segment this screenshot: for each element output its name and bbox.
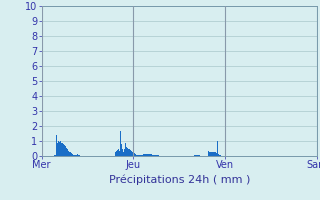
Bar (144, 154, 145, 156)
Bar (134, 153, 135, 156)
Bar (213, 152, 214, 156)
Bar (78, 154, 79, 156)
Bar (135, 154, 136, 156)
Bar (55, 155, 56, 156)
Bar (212, 152, 213, 156)
Bar (119, 151, 120, 156)
Bar (56, 135, 57, 156)
Bar (156, 155, 157, 156)
Bar (57, 142, 58, 156)
Bar (209, 152, 210, 156)
Bar (150, 154, 151, 156)
Bar (155, 155, 156, 156)
Bar (143, 154, 144, 156)
Bar (118, 149, 119, 156)
Bar (116, 151, 117, 156)
Bar (218, 154, 219, 156)
Bar (147, 154, 148, 156)
Bar (217, 141, 218, 156)
Bar (117, 150, 118, 156)
Bar (196, 155, 197, 156)
Bar (216, 153, 217, 156)
Bar (151, 154, 152, 156)
X-axis label: Précipitations 24h ( mm ): Précipitations 24h ( mm ) (108, 174, 250, 185)
Bar (211, 152, 212, 156)
Bar (77, 154, 78, 156)
Bar (128, 148, 129, 156)
Bar (210, 152, 211, 156)
Bar (130, 150, 131, 156)
Bar (66, 148, 67, 156)
Bar (215, 152, 216, 156)
Bar (214, 152, 215, 156)
Bar (122, 149, 124, 156)
Bar (152, 154, 153, 156)
Bar (139, 155, 140, 156)
Bar (142, 154, 143, 156)
Bar (60, 143, 61, 156)
Bar (157, 155, 158, 156)
Bar (141, 155, 142, 156)
Bar (79, 155, 81, 156)
Bar (158, 155, 159, 156)
Bar (125, 142, 126, 156)
Bar (129, 149, 130, 156)
Bar (58, 141, 59, 156)
Bar (140, 155, 141, 156)
Bar (70, 153, 71, 156)
Bar (149, 154, 150, 156)
Bar (71, 154, 73, 156)
Bar (59, 142, 60, 156)
Bar (73, 154, 74, 156)
Bar (194, 155, 195, 156)
Bar (208, 151, 209, 156)
Bar (64, 145, 65, 156)
Bar (120, 130, 121, 156)
Bar (146, 154, 147, 156)
Bar (138, 155, 139, 156)
Bar (75, 155, 76, 156)
Bar (131, 151, 132, 156)
Bar (132, 152, 133, 156)
Bar (195, 155, 196, 156)
Bar (68, 152, 69, 156)
Bar (153, 154, 154, 156)
Bar (145, 154, 146, 156)
Bar (69, 152, 70, 156)
Bar (76, 154, 77, 156)
Bar (124, 148, 125, 156)
Bar (148, 154, 149, 156)
Bar (154, 154, 155, 156)
Bar (121, 144, 122, 156)
Bar (65, 146, 66, 156)
Bar (137, 155, 138, 156)
Bar (61, 142, 62, 156)
Bar (133, 152, 134, 156)
Bar (136, 154, 137, 156)
Bar (67, 149, 68, 156)
Bar (220, 155, 221, 156)
Bar (219, 154, 220, 156)
Bar (62, 144, 64, 156)
Bar (199, 155, 200, 156)
Bar (53, 155, 55, 156)
Bar (197, 155, 198, 156)
Bar (126, 147, 127, 156)
Bar (74, 155, 75, 156)
Bar (127, 148, 128, 156)
Bar (198, 155, 199, 156)
